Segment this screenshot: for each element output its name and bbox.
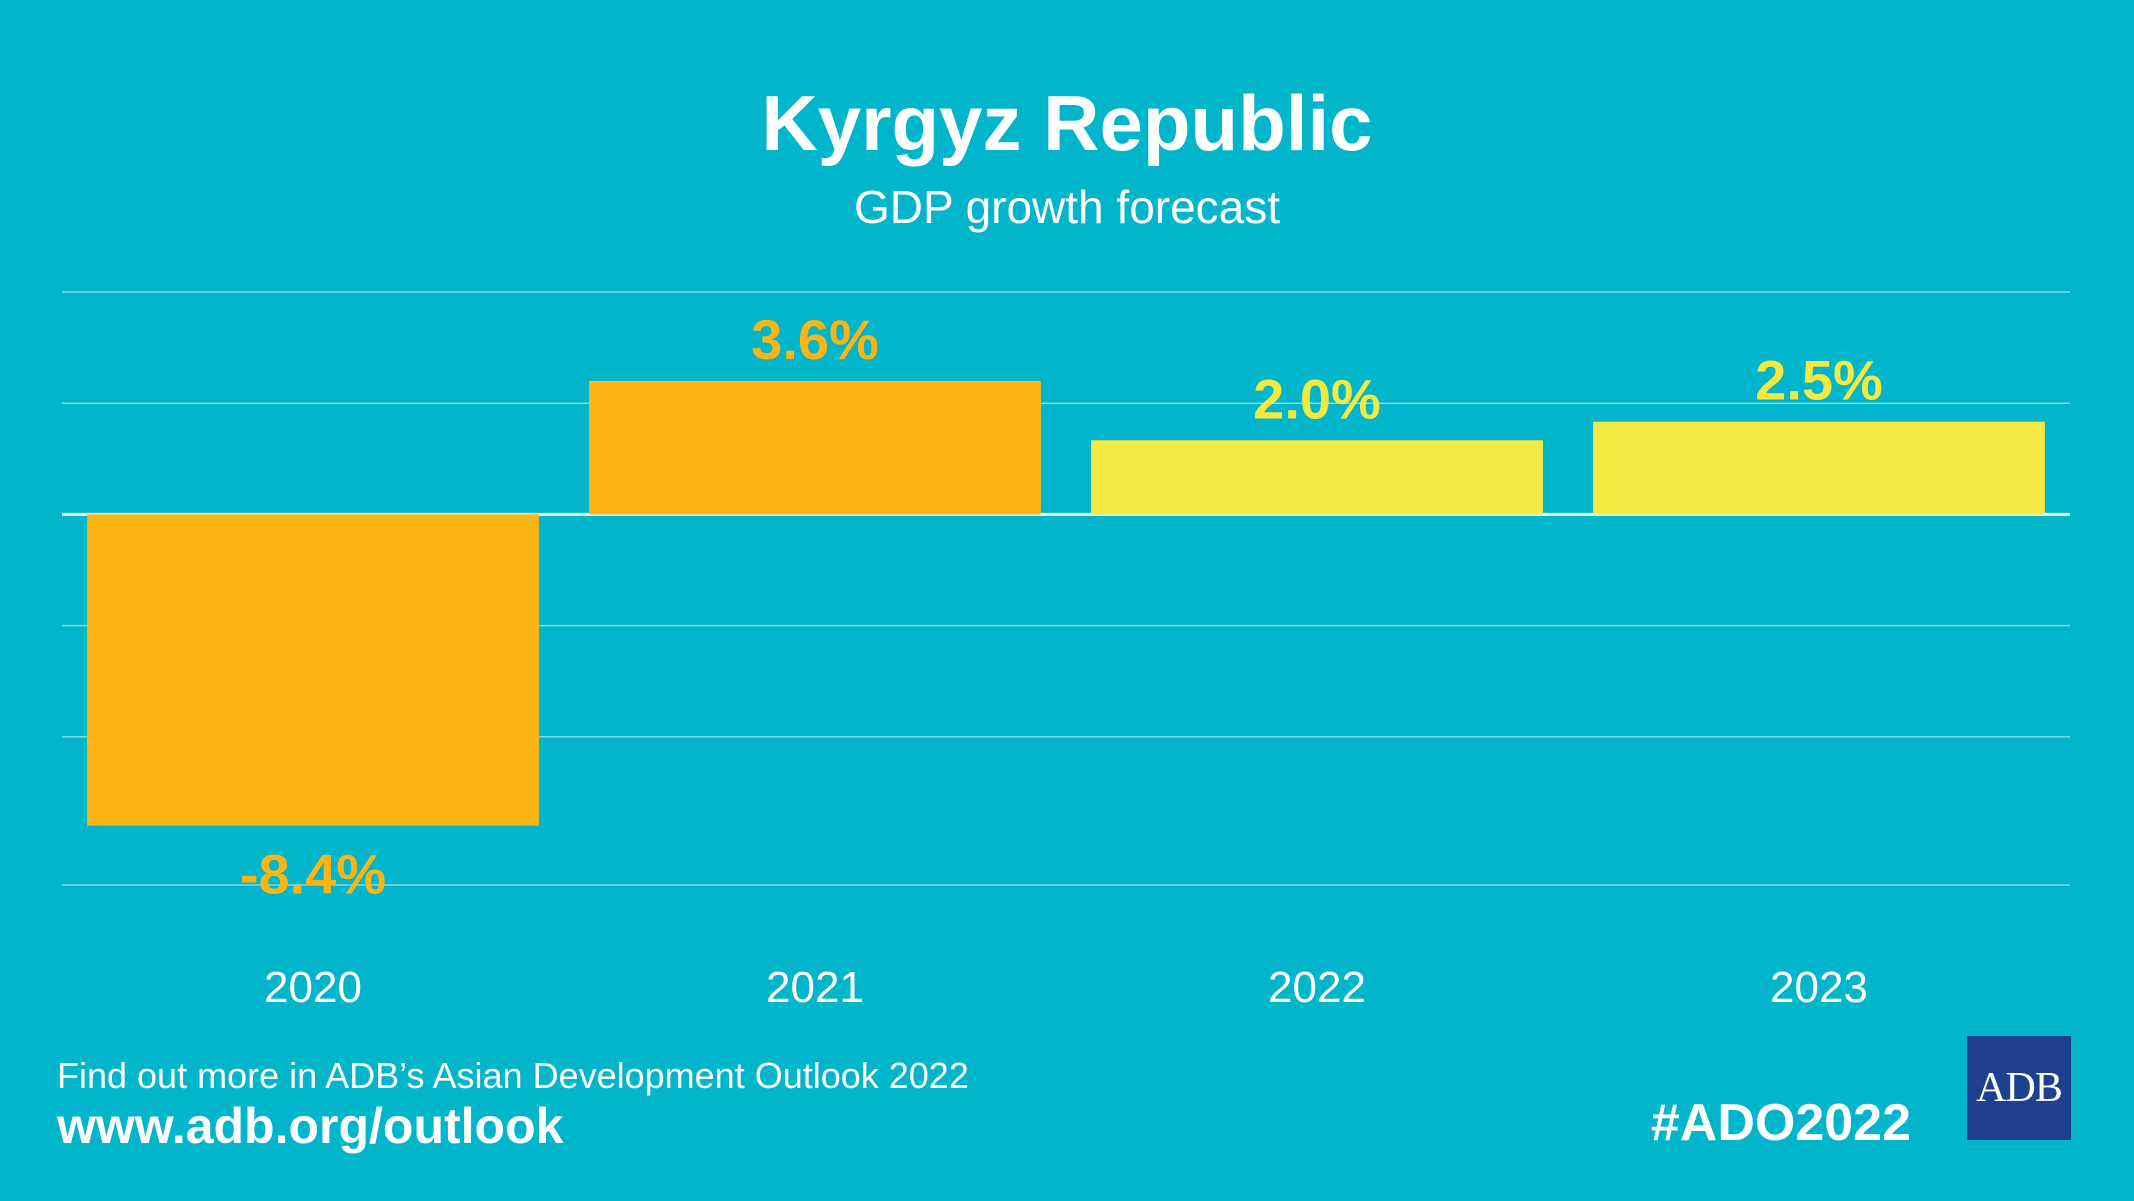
hashtag-text: #ADO2022 xyxy=(1650,1094,1911,1152)
x-tick-2020: 2020 xyxy=(264,963,362,1012)
value-label-2023: 2.5% xyxy=(1755,349,1883,412)
value-labels: -8.4% 3.6% 2.0% 2.5% xyxy=(240,308,1883,906)
value-label-2022: 2.0% xyxy=(1253,367,1381,430)
x-tick-2022: 2022 xyxy=(1268,963,1366,1012)
footer-url-link[interactable]: www.adb.org/outlook xyxy=(57,1098,564,1154)
bars xyxy=(87,380,2045,826)
x-tick-2023: 2023 xyxy=(1770,963,1868,1012)
value-label-2021: 3.6% xyxy=(751,308,879,371)
adb-logo-text: ADB xyxy=(1976,1065,2063,1111)
x-tick-2021: 2021 xyxy=(766,963,864,1012)
chart-title: Kyrgyz Republic xyxy=(761,79,1373,167)
bar-2021 xyxy=(589,380,1041,515)
bar-2022 xyxy=(1091,440,1543,515)
bar-2020 xyxy=(87,514,539,826)
bar-chart: -8.4% 3.6% 2.0% 2.5% 2020 2021 2022 2023 xyxy=(62,291,2070,1012)
chart-subtitle: GDP growth forecast xyxy=(853,181,1281,233)
x-axis-ticks: 2020 2021 2022 2023 xyxy=(264,963,1868,1012)
value-label-2020: -8.4% xyxy=(240,843,386,906)
adb-logo: ADB xyxy=(1967,1036,2071,1140)
bar-2023 xyxy=(1593,421,2045,515)
footer-info-text: Find out more in ADB’s Asian Development… xyxy=(57,1055,969,1096)
